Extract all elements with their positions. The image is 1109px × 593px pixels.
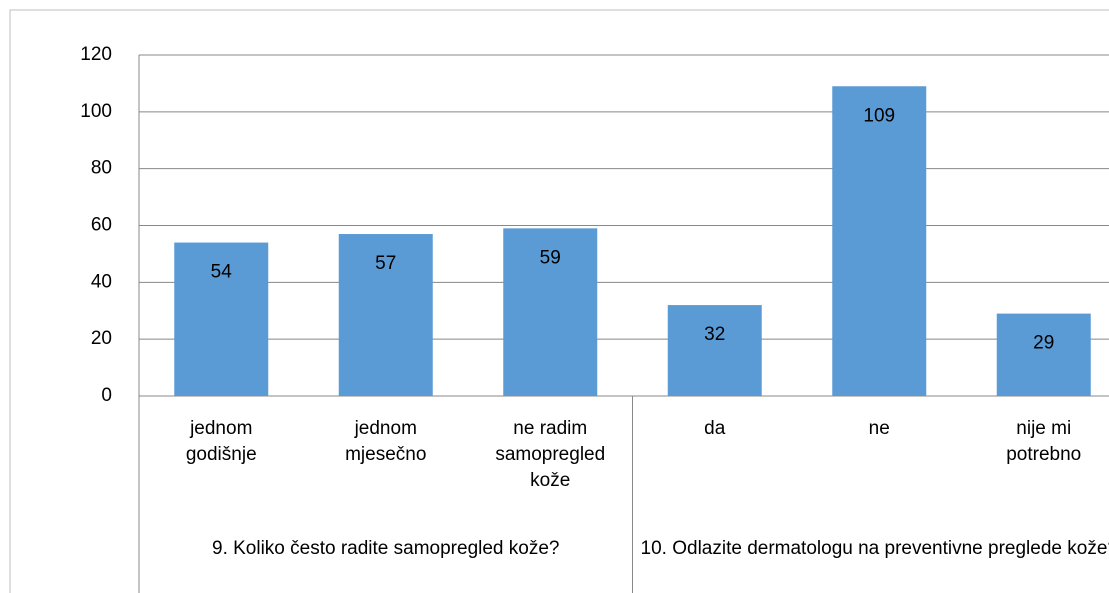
x-tick-label: jednom godišnje [185, 418, 257, 465]
bar [338, 234, 433, 396]
x-tick-label: jednom mjesečno [345, 418, 427, 465]
y-tick-label: 100 [80, 101, 112, 122]
x-tick-label: da [704, 418, 726, 439]
bar [996, 313, 1091, 396]
x-tick-label: ne [868, 418, 890, 439]
bar [667, 305, 762, 396]
data-label: 57 [375, 253, 396, 274]
bar [832, 86, 927, 396]
y-tick-label: 80 [91, 158, 112, 179]
data-label: 54 [211, 262, 233, 283]
bar [503, 228, 598, 396]
x-tick-label: ne radim samopregled kože [495, 418, 606, 491]
y-tick-label: 40 [91, 271, 112, 292]
group-label: 9. Koliko često radite samopregled kože? [212, 538, 560, 559]
data-label: 29 [1033, 333, 1054, 354]
chart-frame [9, 9, 1109, 593]
y-tick-label: 60 [91, 215, 112, 236]
y-tick-label: 0 [101, 385, 112, 406]
group-label: 10. Odlazite dermatologu na preventivne … [640, 538, 1109, 559]
data-label: 59 [540, 247, 561, 268]
x-tick-label: nije mi potrebno [1006, 418, 1082, 465]
data-label: 32 [704, 324, 725, 345]
bar [174, 242, 269, 396]
data-label: 109 [863, 105, 895, 126]
y-tick-label: 120 [80, 44, 112, 65]
y-tick-label: 20 [91, 328, 112, 349]
